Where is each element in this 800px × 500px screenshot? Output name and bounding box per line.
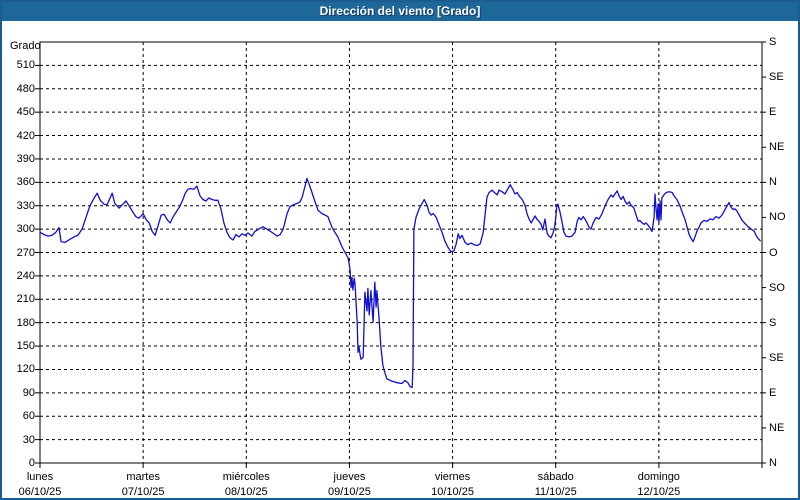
compass-tick-label: SE [769,71,784,84]
chart-title: Dirección del viento [Grado] [2,2,798,21]
y-axis-tick-label: 90 [22,386,35,399]
y-axis-tick-label: 510 [16,59,35,72]
compass-tick-label: SO [769,281,785,294]
compass-tick-label: N [769,457,777,469]
x-axis-day-label: martes [126,471,160,483]
x-axis-date-label: 08/10/25 [224,486,268,498]
y-axis-tick-label: 330 [16,199,35,212]
y-axis-tick-label: 30 [22,433,35,446]
compass-tick-label: S [769,316,777,329]
y-axis-tick-label: 450 [16,106,35,119]
compass-tick-label: SE [769,351,784,364]
x-axis-day-label: viernes [434,471,471,483]
x-axis-day-label: domingo [637,471,680,483]
y-axis-tick-label: 270 [16,246,35,259]
compass-tick-label: E [769,106,777,119]
compass-tick-label: N [769,176,777,189]
y-axis-tick-label: 240 [16,269,35,282]
x-axis-date-label: 07/10/25 [121,486,165,498]
y-axis-tick-label: 420 [16,129,35,142]
y-axis-tick-label: 0 [28,457,35,469]
compass-tick-label: S [769,36,777,48]
x-axis-date-label: 11/10/25 [534,486,577,498]
x-axis-date-label: 06/10/25 [18,486,62,498]
y-axis-tick-label: 360 [16,176,35,189]
y-axis-tick-label: 180 [16,316,35,329]
x-axis-date-label: 12/10/25 [637,486,681,498]
y-axis-tick-label: 150 [16,340,35,353]
x-axis-day-label: miércoles [222,471,270,483]
compass-tick-label: NE [769,421,785,434]
y-axis-tick-label: 120 [16,363,35,376]
compass-tick-label: O [769,246,778,259]
y-axis-unit-label: Grado [10,40,41,52]
y-axis-tick-label: 300 [16,223,35,236]
compass-tick-label: E [769,386,777,399]
wind-direction-chart: Grado 0 30 60 90 120 150 180 210 240 270 300 330 360… [2,21,798,498]
y-axis-tick-label: 480 [16,82,35,95]
y-axis-tick-label: 390 [16,152,35,165]
x-axis-date-label: 10/10/25 [431,486,474,498]
x-axis-day-label: jueves [333,471,366,483]
compass-tick-label: NO [769,211,786,224]
y-axis-tick-label: 210 [16,293,35,306]
x-axis-day-label: lunes [26,471,54,483]
x-axis-date-label: 09/10/25 [328,486,371,498]
wind-direction-series-line [39,177,761,389]
x-axis-day-label: sábado [537,471,574,483]
compass-tick-label: NE [769,141,785,154]
wind-direction-line-plot [35,41,766,468]
y-axis-tick-label: 60 [22,410,35,423]
